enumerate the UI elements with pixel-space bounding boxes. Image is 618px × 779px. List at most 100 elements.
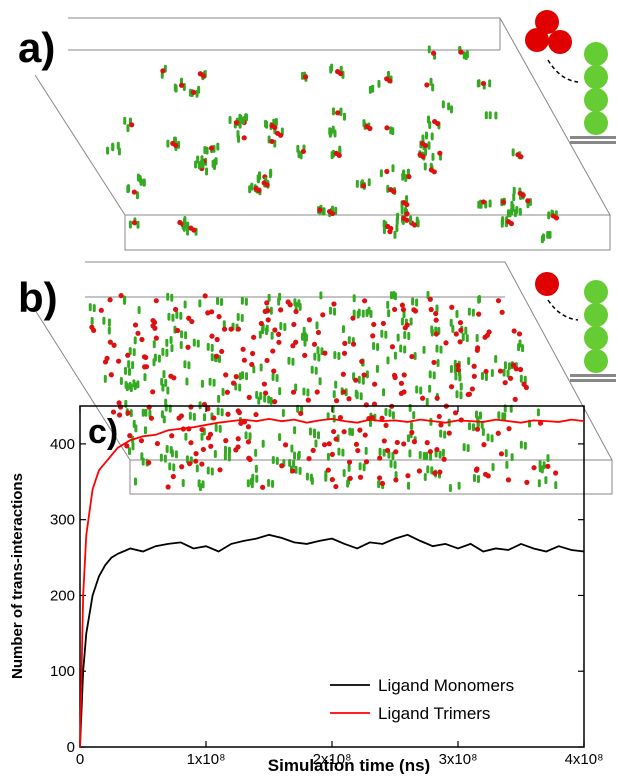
ligand-dot [350,315,356,321]
ligand-dot [208,309,215,315]
ligand-dot [471,363,477,369]
receptor-rod [477,200,481,209]
receptor-rod [129,409,133,418]
ligand-dot [125,352,131,358]
ligand-dot [306,456,312,462]
receptor-rod [393,460,397,469]
ligand-dot [209,333,215,339]
receptor-rod [423,473,427,482]
receptor-rod [139,177,143,186]
receptor-rod [269,306,273,315]
receptor-rod [312,428,316,437]
ligand-dot [545,463,551,469]
ligand-dot [446,430,452,436]
ligand-dot [387,78,393,84]
ligand-dot [508,221,515,227]
receptor-rod [375,364,379,373]
ligand-dot [420,153,426,160]
ligand-dot [193,451,199,457]
receptor-rod [106,146,110,155]
receptor-rod [419,386,423,395]
receptor-rod [462,51,466,60]
receptor-rod [333,307,337,316]
receptor-rod [341,448,345,457]
receptor-rod [484,373,488,382]
ligand-dot [110,409,117,415]
ligand-dot [443,340,449,346]
receptor-rod [484,111,488,120]
receptor-rod [425,397,429,406]
ligand-dot [525,198,531,204]
receptor-rod [415,298,419,307]
receptor-rod [170,344,174,353]
receptor-rod [536,408,540,417]
receptor-rod [291,357,295,366]
ligand-dot [321,442,328,448]
receptor-rod [467,422,471,431]
receptor-rod [283,322,287,331]
ligand-dot [261,381,267,387]
ligand-dot [249,361,255,368]
receptor-rod [416,219,420,228]
receptor-rod [265,324,269,333]
receptor-rod [455,390,459,399]
ligand-dot [455,362,461,369]
ligand-dot [506,426,512,432]
receptor-rod [250,480,254,489]
ligand-dot [233,447,239,453]
receptor-rod [430,132,434,141]
receptor-rod [486,433,490,442]
ligand-dot [300,148,307,155]
receptor-rod [513,209,517,218]
receptor-rod [278,292,282,301]
receptor-rod [426,291,430,300]
ligand-dot [393,449,399,455]
arrow [547,59,579,83]
y-tick-label: 100 [50,663,75,680]
receptor-rod [409,317,413,326]
ligand-dot [200,73,206,79]
y-tick-label: 0 [67,739,75,756]
x-axis-label: Simulation time (ns) [268,756,430,774]
receptor-rod [510,453,514,462]
ligand-dot [361,298,368,304]
receptor-rod [218,424,222,433]
ligand-dot [500,199,507,205]
receptor-rod [494,355,498,364]
receptor-rod [227,453,231,462]
receptor-rod [306,388,310,397]
receptor-rod [166,292,170,301]
ligand-dot [411,307,417,313]
y-tick-label: 400 [50,436,75,453]
ligand-dot [436,413,442,420]
receptor-rod [308,427,312,436]
receptor-rod [271,373,275,382]
receptor-rod [431,152,435,161]
ligand-dot [384,125,390,131]
receptor-rod [391,411,395,420]
receptor-rod [519,374,523,383]
ligand-dot [340,389,347,395]
receptor-rod [152,340,156,349]
ligand-dot [326,441,332,447]
ligand-dot [233,374,239,380]
receptor-rod [519,440,523,449]
ligand-dot [241,135,247,141]
receptor-rod [458,373,462,382]
receptor-rod [501,216,505,225]
ligand-dot [452,410,459,416]
receptor-rod [127,447,131,456]
receptor-rod [435,304,439,313]
receptor-rod [192,338,196,347]
receptor-rod [462,443,466,452]
receptor-rod [208,377,212,386]
ligand-dot [216,314,222,320]
ligand-dot [453,331,459,337]
ligand-dot [287,302,293,308]
receptor-rod [162,370,166,379]
receptor-rod [377,480,381,489]
receptor-rod [267,293,271,302]
ligand-dot [98,307,104,313]
receptor-rod [132,419,136,428]
receptor-rod [261,439,265,448]
